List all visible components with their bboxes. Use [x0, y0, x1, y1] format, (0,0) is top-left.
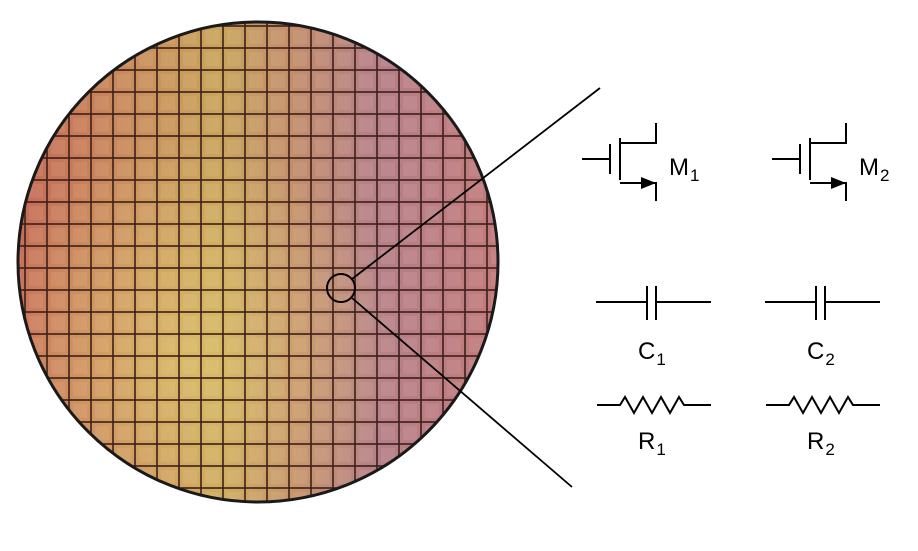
mosfet-m2-symbol	[772, 123, 847, 201]
zoom-circle	[326, 273, 356, 303]
resistor-r1-symbol	[597, 394, 711, 416]
zoom-line-bottom	[351, 297, 573, 488]
mosfet-m1-label: M1	[669, 154, 700, 185]
die-grid	[18, 22, 498, 502]
wafer-edge	[16, 20, 500, 504]
capacitor-c2-symbol	[765, 286, 880, 320]
capacitor-c1-label: C1	[638, 338, 666, 369]
capacitor-c2-label: C2	[807, 338, 835, 369]
wafer	[16, 20, 500, 504]
mosfet-m1-symbol	[582, 123, 657, 201]
resistor-r2-symbol	[766, 394, 880, 416]
capacitor-c1-symbol	[596, 286, 711, 320]
resistor-r1-label: R1	[638, 428, 666, 459]
resistor-r2-label: R2	[807, 428, 835, 459]
zoom-line-top	[351, 87, 601, 280]
mosfet-m2-label: M2	[859, 154, 890, 185]
